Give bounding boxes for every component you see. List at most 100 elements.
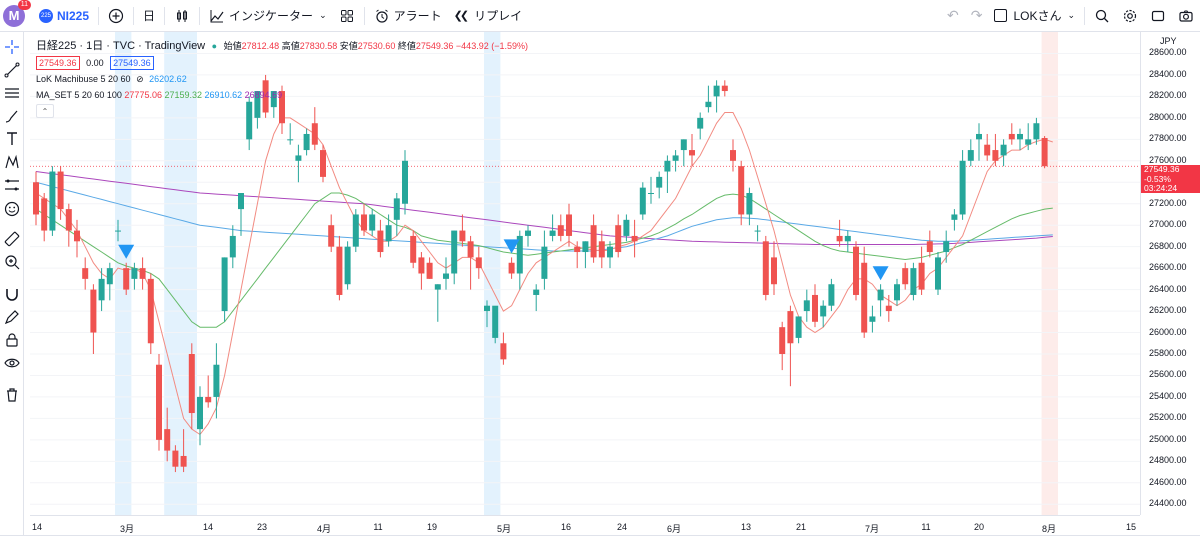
symbol-search[interactable]: 225 NI225 bbox=[33, 0, 95, 32]
replay-button[interactable]: ❮❮ リプレイ bbox=[448, 0, 528, 32]
fullscreen-icon bbox=[1151, 10, 1165, 21]
candle bbox=[393, 198, 400, 220]
candle bbox=[803, 300, 810, 312]
bottom-toolbar bbox=[0, 535, 1200, 547]
lock-pencil-icon[interactable] bbox=[3, 308, 21, 326]
candle bbox=[90, 289, 97, 333]
candle bbox=[689, 150, 695, 156]
candle bbox=[762, 241, 769, 295]
candle bbox=[697, 117, 704, 129]
snapshot-button[interactable] bbox=[1172, 0, 1200, 32]
symbol-icon: 225 bbox=[39, 8, 53, 23]
candle bbox=[869, 316, 876, 322]
candle bbox=[229, 235, 236, 258]
candle bbox=[328, 225, 335, 247]
candle bbox=[484, 305, 490, 312]
prediction-icon[interactable] bbox=[3, 176, 21, 194]
candle bbox=[812, 294, 818, 322]
legend-collapse-button[interactable]: ⌃ bbox=[36, 104, 54, 118]
sell-price[interactable]: 27549.36 bbox=[36, 56, 80, 70]
rewind-icon: ❮❮ bbox=[453, 10, 470, 22]
interval-button[interactable]: 日 bbox=[143, 9, 156, 23]
user-avatar[interactable]: M 11 bbox=[3, 0, 31, 27]
emoji-icon[interactable] bbox=[3, 200, 21, 218]
settings-button[interactable] bbox=[1116, 0, 1144, 32]
candle bbox=[582, 241, 589, 253]
candle bbox=[549, 230, 556, 236]
indicator-name[interactable]: MA_SET 5 20 60 100 bbox=[36, 90, 122, 100]
candle bbox=[959, 160, 966, 215]
low-label: 安値 bbox=[339, 41, 358, 51]
price-tick: 27600.00 bbox=[1149, 154, 1187, 165]
time-tick: 24 bbox=[616, 522, 628, 532]
trend-line-icon[interactable] bbox=[3, 61, 21, 79]
candle bbox=[894, 284, 900, 301]
candle bbox=[33, 182, 39, 215]
compare-button[interactable] bbox=[102, 0, 130, 32]
candle bbox=[197, 396, 203, 430]
candle bbox=[205, 396, 212, 403]
currency-label[interactable]: JPY bbox=[1160, 36, 1177, 46]
time-axis[interactable]: 14 3月 14 23 4月 11 19 5月 16 24 6月 13 21 7月 11 20 8月 15 bbox=[30, 515, 1140, 535]
time-tick: 7月 bbox=[864, 524, 880, 534]
layout-button[interactable] bbox=[333, 0, 361, 32]
low-value: 27530.60 bbox=[357, 41, 396, 51]
series-title[interactable]: 日経225 · 1日 · TVC · TradingView bbox=[36, 40, 206, 52]
candle bbox=[385, 225, 392, 242]
time-tick: 23 bbox=[256, 522, 268, 532]
candle bbox=[418, 257, 425, 274]
chart-pane[interactable] bbox=[30, 32, 1140, 515]
pattern-icon[interactable] bbox=[3, 153, 21, 171]
candle bbox=[976, 133, 982, 140]
candle bbox=[623, 219, 630, 236]
trash-icon[interactable] bbox=[3, 386, 21, 404]
divider bbox=[98, 6, 100, 25]
buy-price[interactable]: 27549.36 bbox=[110, 56, 154, 70]
indicators-button[interactable]: インジケーター ⌄ bbox=[203, 0, 333, 32]
close-label: 終値 bbox=[397, 41, 416, 51]
price-tick: 25000.00 bbox=[1149, 433, 1187, 444]
crosshair-icon[interactable] bbox=[3, 38, 21, 56]
candle bbox=[541, 246, 548, 279]
drawing-toolbar bbox=[0, 32, 24, 547]
indicator-name[interactable]: LoK Machibuse 5 20 60 bbox=[36, 74, 131, 84]
eye-icon[interactable] bbox=[3, 354, 21, 372]
alert-button[interactable]: アラート bbox=[368, 0, 448, 32]
candle bbox=[74, 230, 80, 242]
candle bbox=[902, 268, 909, 285]
magnet-icon[interactable] bbox=[3, 285, 21, 303]
candle bbox=[246, 101, 253, 140]
redo-button[interactable]: ↷ bbox=[965, 0, 989, 32]
candle bbox=[598, 241, 605, 258]
chart-type-button[interactable] bbox=[168, 0, 196, 32]
avatar-letter: M bbox=[8, 8, 20, 23]
price-chart[interactable] bbox=[30, 32, 1140, 515]
link-icon: ⊘ bbox=[136, 74, 144, 84]
text-icon[interactable] bbox=[3, 130, 21, 148]
layout-name-button[interactable]: LOKさん ⌄ bbox=[988, 0, 1081, 32]
candle bbox=[828, 284, 835, 306]
horizontal-lines-icon[interactable] bbox=[3, 84, 21, 102]
bid-ask: 27549.36 0.00 27549.36 bbox=[36, 56, 154, 70]
divider bbox=[1084, 6, 1085, 25]
price-tick: 26000.00 bbox=[1149, 326, 1187, 337]
candle bbox=[49, 171, 56, 231]
candles-icon bbox=[177, 9, 188, 22]
search-button[interactable] bbox=[1088, 0, 1116, 32]
fullscreen-button[interactable] bbox=[1144, 0, 1172, 32]
signal-marker bbox=[118, 244, 135, 259]
time-tick: 15 bbox=[1125, 522, 1137, 532]
candle bbox=[787, 311, 794, 344]
price-axis[interactable]: 28600.00 28400.00 28200.00 28000.00 27800.00… bbox=[1140, 32, 1200, 515]
candle bbox=[320, 150, 326, 177]
brush-icon[interactable] bbox=[3, 107, 21, 125]
undo-button[interactable]: ↶ bbox=[941, 0, 965, 32]
lock-icon[interactable] bbox=[3, 331, 21, 349]
time-tick: 6月 bbox=[666, 524, 682, 534]
candle bbox=[500, 343, 507, 360]
candle bbox=[672, 155, 679, 161]
replay-label: リプレイ bbox=[474, 9, 523, 23]
ruler-icon[interactable] bbox=[3, 230, 21, 248]
price-tick: 26200.00 bbox=[1149, 305, 1187, 316]
zoom-in-icon[interactable] bbox=[3, 253, 21, 271]
